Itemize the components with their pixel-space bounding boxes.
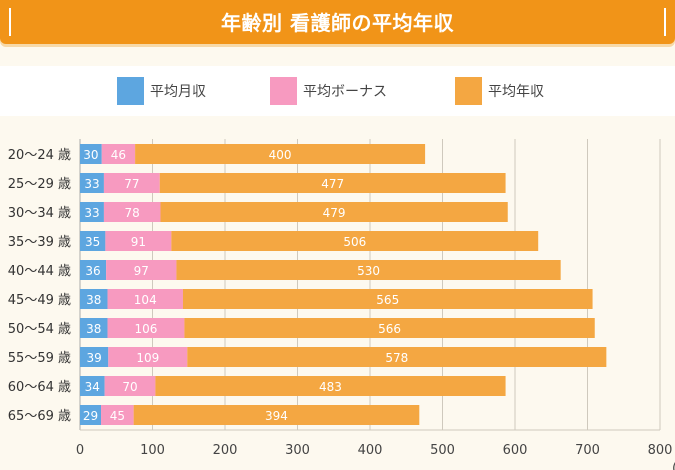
bar-segment [80, 347, 109, 367]
data-label: 394 [265, 409, 288, 423]
data-label: 77 [124, 177, 139, 191]
data-label: 29 [83, 409, 98, 423]
legend: 平均月収 平均ボーナス 平均年収 [0, 66, 675, 116]
y-tick-label: 30〜34 歳 [8, 206, 71, 221]
data-label: 578 [385, 351, 408, 365]
bar-segment [80, 260, 107, 280]
bar-segment [80, 231, 106, 251]
bar-segment [176, 260, 561, 280]
y-tick-label: 60〜64 歳 [8, 380, 71, 395]
x-tick-label: 600 [503, 443, 528, 458]
x-tick-label: 200 [213, 443, 238, 458]
data-label: 70 [122, 380, 137, 394]
data-label: 39 [86, 351, 101, 365]
bar-segment [80, 318, 108, 338]
data-label: 400 [269, 148, 292, 162]
bar-segment [80, 202, 104, 222]
bar-segment [182, 289, 593, 309]
y-tick-label: 65〜69 歳 [8, 409, 71, 424]
x-tick-label: 0 [76, 443, 84, 458]
data-label: 91 [131, 235, 146, 249]
bar-segment [80, 376, 105, 396]
bar-segment [107, 318, 185, 338]
legend-item-annual: 平均年収 [455, 77, 544, 105]
data-label: 38 [86, 322, 101, 336]
y-tick-label: 50〜54 歳 [8, 322, 71, 337]
data-label: 104 [134, 293, 157, 307]
y-tick-label: 45〜49 歳 [8, 293, 71, 308]
legend-item-bonus: 平均ボーナス [270, 77, 387, 105]
bar-segment [80, 289, 108, 309]
data-label: 97 [134, 264, 149, 278]
x-tick-label: 300 [285, 443, 310, 458]
data-label: 506 [343, 235, 366, 249]
bar-segment [80, 144, 102, 164]
data-label: 34 [85, 380, 100, 394]
data-label: 109 [136, 351, 159, 365]
bar-segment [80, 405, 102, 425]
y-tick-label: 25〜29 歳 [8, 177, 71, 192]
data-label: 78 [125, 206, 140, 220]
y-tick-label: 40〜44 歳 [8, 264, 71, 279]
bar-segment [104, 376, 156, 396]
chart-title-banner: 年齢別 看護師の平均年収 [0, 0, 675, 44]
data-label: 530 [357, 264, 380, 278]
bar-segment [187, 347, 607, 367]
x-tick-label: 800 [648, 443, 673, 458]
x-unit-label: ( [672, 461, 675, 470]
data-label: 33 [84, 177, 99, 191]
data-label: 477 [321, 177, 344, 191]
data-label: 566 [378, 322, 401, 336]
data-label: 479 [323, 206, 346, 220]
bar-segment [101, 144, 136, 164]
data-label: 45 [110, 409, 125, 423]
bar-segment [159, 173, 506, 193]
bar-segment [184, 318, 595, 338]
x-tick-label: 500 [430, 443, 455, 458]
legend-label-bonus: 平均ボーナス [303, 84, 387, 100]
y-tick-label: 20〜24 歳 [8, 148, 71, 163]
bar-segment [155, 376, 506, 396]
title-accent-left [9, 8, 11, 36]
data-label: 38 [86, 293, 101, 307]
data-label: 483 [319, 380, 342, 394]
bar-segment [108, 347, 188, 367]
bar-segment [103, 173, 160, 193]
data-label: 35 [85, 235, 100, 249]
y-tick-label: 55〜59 歳 [8, 351, 71, 366]
bar-segment [105, 231, 172, 251]
bar-segment [103, 202, 161, 222]
bar-segment [80, 173, 104, 193]
data-label: 36 [85, 264, 100, 278]
title-accent-right [664, 8, 666, 36]
data-label: 33 [84, 206, 99, 220]
chart-title: 年齢別 看護師の平均年収 [221, 11, 454, 35]
data-label: 106 [135, 322, 158, 336]
data-label: 565 [376, 293, 399, 307]
data-label: 30 [83, 148, 98, 162]
legend-swatch-annual [455, 77, 482, 105]
x-tick-label: 700 [575, 443, 600, 458]
bar-segment [107, 289, 183, 309]
legend-item-monthly: 平均月収 [117, 77, 206, 105]
data-label: 46 [111, 148, 126, 162]
y-tick-label: 35〜39 歳 [8, 235, 71, 250]
bar-segment [135, 144, 426, 164]
bar-segment [106, 260, 177, 280]
bar-segment [171, 231, 539, 251]
bar-segment [133, 405, 420, 425]
x-tick-label: 100 [140, 443, 165, 458]
legend-label-annual: 平均年収 [488, 84, 544, 100]
bar-segment [101, 405, 134, 425]
legend-swatch-bonus [270, 77, 297, 105]
x-tick-label: 400 [358, 443, 383, 458]
legend-swatch-monthly [117, 77, 144, 105]
legend-label-monthly: 平均月収 [150, 84, 206, 100]
bar-segment [160, 202, 508, 222]
